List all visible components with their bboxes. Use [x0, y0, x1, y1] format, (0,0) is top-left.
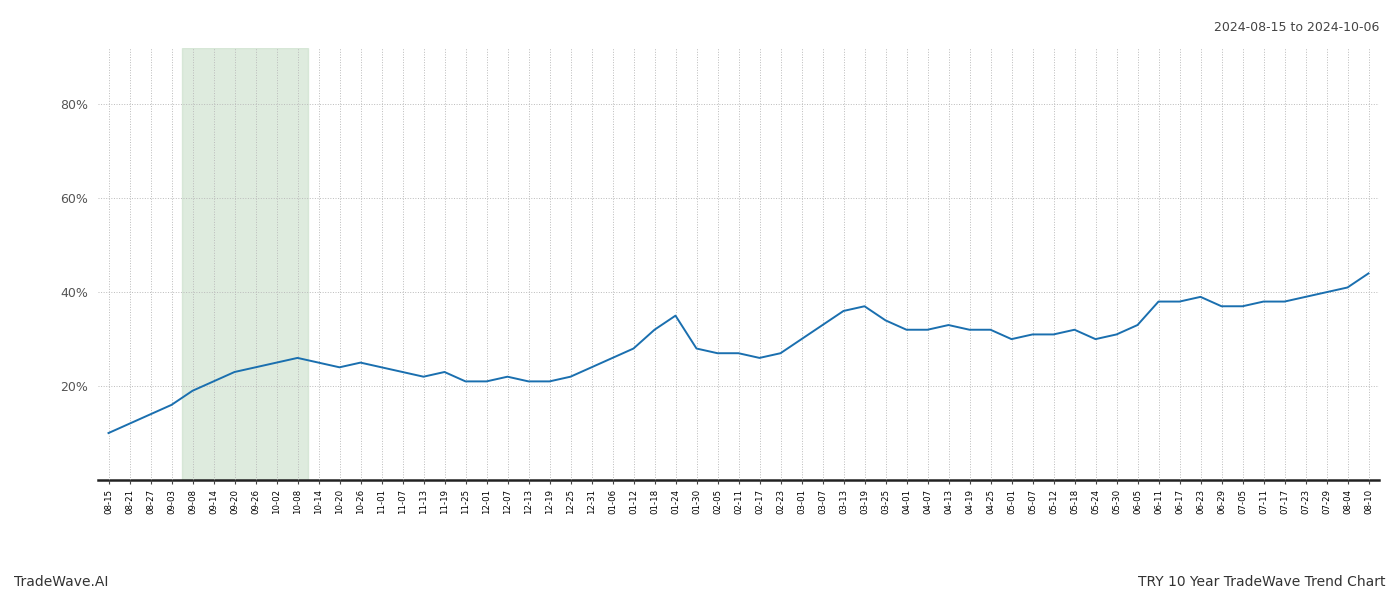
- Text: TRY 10 Year TradeWave Trend Chart: TRY 10 Year TradeWave Trend Chart: [1138, 575, 1386, 589]
- Bar: [182, 48, 308, 480]
- Text: TradeWave.AI: TradeWave.AI: [14, 575, 108, 589]
- Text: 2024-08-15 to 2024-10-06: 2024-08-15 to 2024-10-06: [1214, 21, 1379, 34]
